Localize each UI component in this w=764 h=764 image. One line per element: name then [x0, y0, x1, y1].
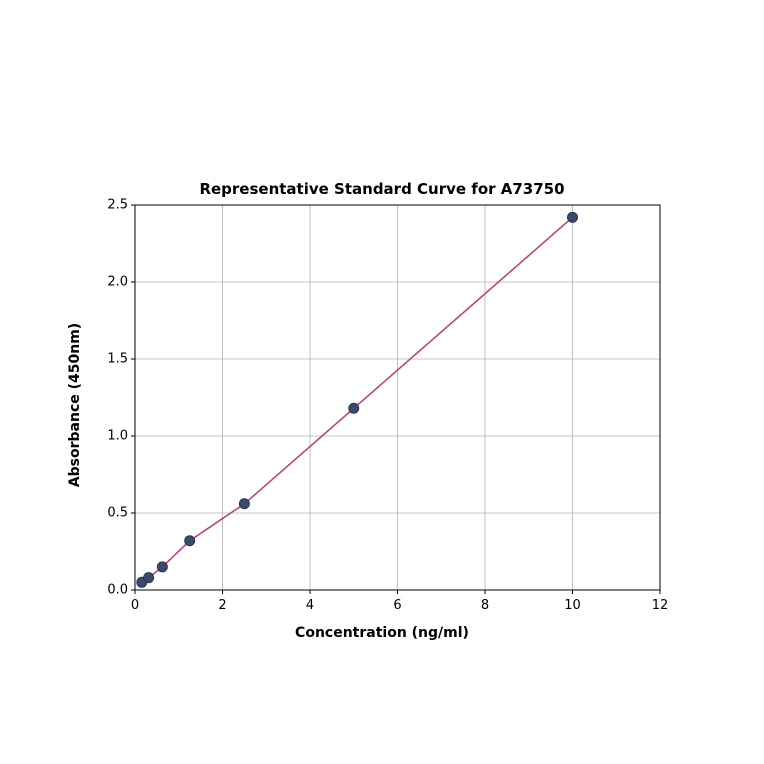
data-point [144, 573, 154, 583]
data-point [239, 499, 249, 509]
y-axis-label: Absorbance (450nm) [67, 305, 83, 505]
xtick-label: 6 [393, 598, 401, 613]
data-point [349, 403, 359, 413]
ytick-label: 0.5 [100, 506, 128, 521]
chart-title: Representative Standard Curve for A73750 [0, 180, 764, 198]
xtick-label: 4 [306, 598, 314, 613]
xtick-label: 12 [652, 598, 669, 613]
data-point [185, 536, 195, 546]
data-point [568, 212, 578, 222]
standard-curve-line [142, 217, 573, 582]
data-point [157, 562, 167, 572]
x-axis-label: Concentration (ng/ml) [0, 625, 764, 641]
ytick-label: 2.5 [100, 198, 128, 213]
xtick-label: 2 [218, 598, 226, 613]
ytick-label: 1.5 [100, 352, 128, 367]
ytick-label: 1.0 [100, 429, 128, 444]
plot-area [135, 205, 660, 590]
xtick-label: 10 [564, 598, 581, 613]
ytick-label: 2.0 [100, 275, 128, 290]
xtick-label: 8 [481, 598, 489, 613]
chart-container: Representative Standard Curve for A73750… [0, 0, 764, 764]
ytick-label: 0.0 [100, 583, 128, 598]
xtick-label: 0 [131, 598, 139, 613]
